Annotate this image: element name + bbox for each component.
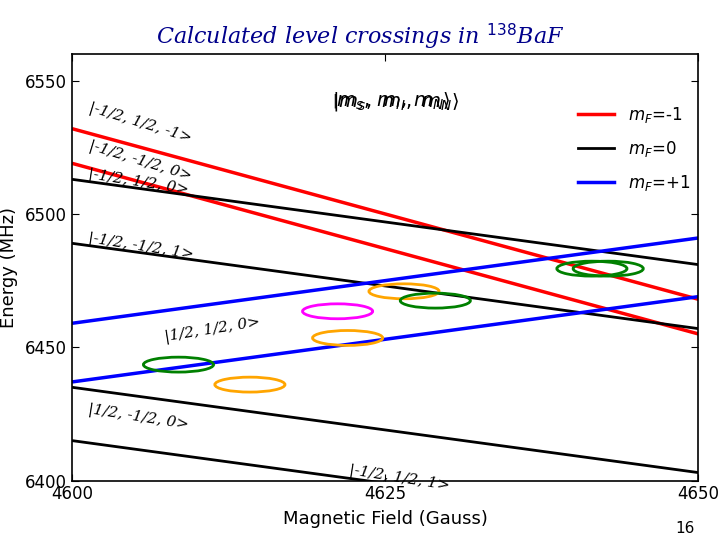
Legend: $m_F$=-1, $m_F$=0, $m_F$=+1: $m_F$=-1, $m_F$=0, $m_F$=+1 [577,105,690,193]
Text: $|m_s,\ m_I,\ m_N\rangle$: $|m_s,\ m_I,\ m_N\rangle$ [332,90,459,113]
Text: |1/2, -1/2, 0>: |1/2, -1/2, 0> [87,402,189,433]
Text: Calculated level crossings in $^{138}$BaF: Calculated level crossings in $^{138}$Ba… [156,22,564,52]
Text: |-1/2, -1/2, 1>: |-1/2, -1/2, 1> [87,231,194,262]
Text: |-1/2, 1/2, 0>: |-1/2, 1/2, 0> [87,167,189,198]
Text: |1/2, 1/2, 0>: |1/2, 1/2, 0> [163,315,261,345]
Text: 16: 16 [675,521,695,536]
Text: |-1/2, 1/2, 1>: |-1/2, 1/2, 1> [348,463,450,494]
Text: |-1/2, -1/2, 0>: |-1/2, -1/2, 0> [87,138,194,184]
Text: |-1/2, 1/2, -1>: |-1/2, 1/2, -1> [87,101,194,146]
Y-axis label: Energy (MHz): Energy (MHz) [0,207,18,328]
X-axis label: Magnetic Field (Gauss): Magnetic Field (Gauss) [283,510,487,529]
Text: $\left|m_s,\, m_I,\, m_N\right>$: $\left|m_s,\, m_I,\, m_N\right>$ [332,90,451,112]
